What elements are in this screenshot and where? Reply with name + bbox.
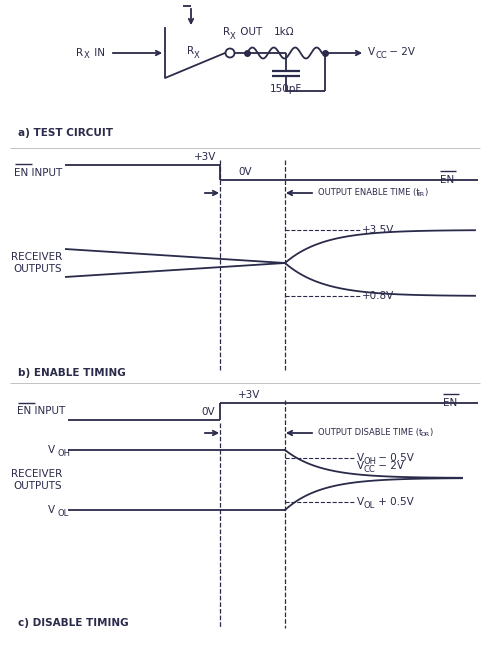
Text: IN: IN bbox=[91, 48, 105, 58]
Text: +3V: +3V bbox=[194, 152, 216, 162]
Text: − 2V: − 2V bbox=[375, 461, 404, 471]
Text: − 0.5V: − 0.5V bbox=[375, 453, 414, 463]
Text: OUTPUT DISABLE TIME (t: OUTPUT DISABLE TIME (t bbox=[318, 428, 422, 437]
Text: OL: OL bbox=[58, 509, 69, 518]
Text: ER: ER bbox=[416, 192, 424, 198]
Text: +3V: +3V bbox=[238, 390, 260, 400]
Text: OUTPUT ENABLE TIME (t: OUTPUT ENABLE TIME (t bbox=[318, 189, 419, 198]
Text: V: V bbox=[357, 497, 364, 507]
Text: X: X bbox=[84, 51, 90, 60]
Text: X: X bbox=[230, 32, 236, 41]
Text: OL: OL bbox=[364, 500, 375, 509]
Text: DR: DR bbox=[420, 432, 429, 437]
Text: OH: OH bbox=[58, 448, 71, 457]
Text: b) ENABLE TIMING: b) ENABLE TIMING bbox=[18, 368, 126, 378]
Text: V: V bbox=[48, 505, 55, 515]
Text: ): ) bbox=[424, 189, 427, 198]
Text: OH: OH bbox=[364, 456, 377, 465]
Text: − 2V: − 2V bbox=[386, 47, 415, 57]
Text: c) DISABLE TIMING: c) DISABLE TIMING bbox=[18, 618, 129, 628]
Text: EN INPUT: EN INPUT bbox=[17, 406, 65, 417]
Text: ): ) bbox=[429, 428, 432, 437]
Text: V: V bbox=[357, 461, 364, 471]
Text: 0V: 0V bbox=[238, 167, 251, 177]
Text: + 0.5V: + 0.5V bbox=[375, 497, 414, 507]
Text: RECEIVER: RECEIVER bbox=[11, 252, 62, 262]
Text: +0.8V: +0.8V bbox=[362, 291, 394, 301]
Text: CC: CC bbox=[375, 51, 387, 60]
Text: EN: EN bbox=[443, 398, 457, 408]
Text: V: V bbox=[48, 445, 55, 455]
Text: OUT: OUT bbox=[237, 27, 262, 37]
Text: CC: CC bbox=[364, 465, 376, 474]
Text: a) TEST CIRCUIT: a) TEST CIRCUIT bbox=[18, 128, 113, 138]
Text: 1kΩ: 1kΩ bbox=[274, 27, 295, 37]
Text: OUTPUTS: OUTPUTS bbox=[13, 481, 62, 491]
Text: OUTPUTS: OUTPUTS bbox=[13, 264, 62, 274]
Text: +3.5V: +3.5V bbox=[362, 225, 395, 235]
Text: 150pF: 150pF bbox=[270, 84, 302, 94]
Text: V: V bbox=[368, 47, 375, 57]
Text: EN: EN bbox=[440, 175, 454, 185]
Text: R: R bbox=[76, 48, 83, 58]
Text: R: R bbox=[223, 27, 230, 37]
Text: V: V bbox=[357, 453, 364, 463]
Text: EN INPUT: EN INPUT bbox=[14, 167, 62, 178]
Text: R: R bbox=[187, 46, 194, 56]
Text: 0V: 0V bbox=[201, 407, 215, 417]
Text: X: X bbox=[194, 51, 200, 60]
Text: RECEIVER: RECEIVER bbox=[11, 469, 62, 479]
